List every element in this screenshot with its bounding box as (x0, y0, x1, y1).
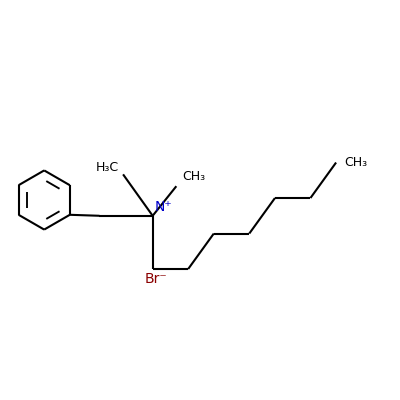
Text: CH₃: CH₃ (344, 156, 367, 169)
Text: Br⁻: Br⁻ (145, 272, 168, 286)
Text: H₃C: H₃C (96, 160, 119, 174)
Text: CH₃: CH₃ (182, 170, 205, 184)
Text: N⁺: N⁺ (155, 200, 172, 214)
